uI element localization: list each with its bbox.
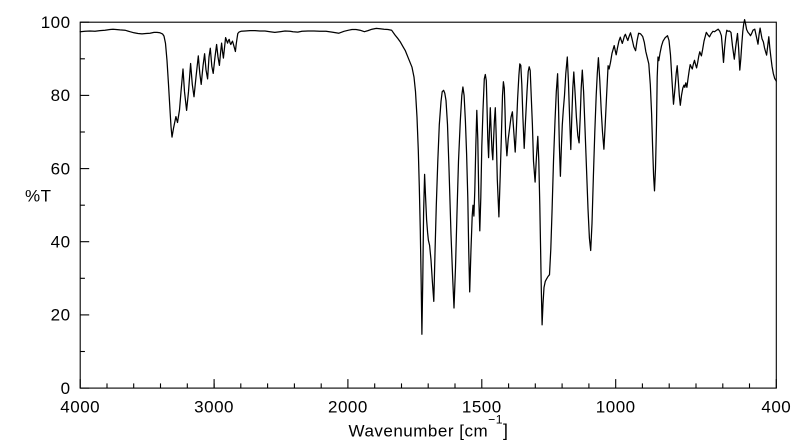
svg-text:100: 100 [41,13,71,32]
svg-text:20: 20 [51,306,71,325]
svg-text:3000: 3000 [194,398,234,417]
svg-text:1500: 1500 [462,398,502,417]
svg-text:80: 80 [51,86,71,105]
svg-text:60: 60 [51,159,71,178]
svg-text:400: 400 [761,398,791,417]
svg-text:2000: 2000 [328,398,368,417]
svg-text:40: 40 [51,232,71,251]
svg-text:1000: 1000 [596,398,636,417]
svg-text:4000: 4000 [60,398,100,417]
svg-text:%T: %T [25,187,52,206]
svg-text:0: 0 [61,379,71,398]
